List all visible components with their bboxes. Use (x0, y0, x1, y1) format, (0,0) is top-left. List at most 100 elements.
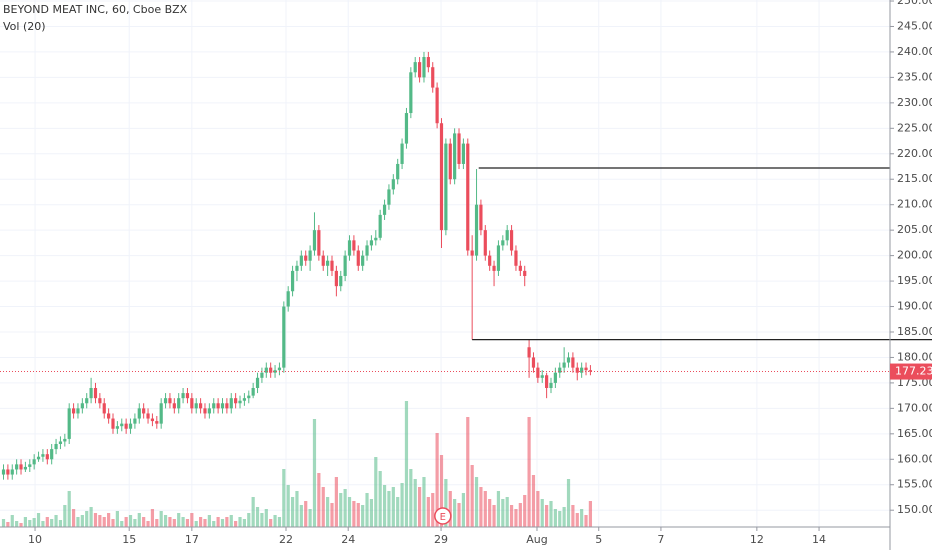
volume-bar (273, 515, 277, 527)
candle-body (216, 403, 220, 409)
volume-bar (107, 513, 111, 527)
x-tick-label: 24 (341, 533, 355, 546)
volume-bar (409, 469, 413, 527)
volume-bar (496, 491, 501, 527)
volume-bar (277, 517, 282, 527)
volume-bar (98, 515, 102, 527)
candle-body (374, 237, 378, 241)
volume-bar (422, 477, 426, 527)
volume-bar (523, 495, 527, 527)
candle-body (571, 357, 575, 368)
volume-bar (199, 517, 203, 527)
volume-bar (185, 519, 190, 527)
volume-bar (514, 509, 518, 527)
candle-body (242, 398, 246, 401)
volume-bar (23, 517, 28, 527)
candle-body (391, 179, 395, 190)
y-tick-label: 215.00 (897, 172, 932, 185)
candle-body (347, 240, 352, 256)
candle-body (229, 398, 233, 409)
y-tick-label: 250.00 (897, 0, 932, 7)
volume-bar (369, 499, 374, 527)
candle-body (220, 403, 225, 409)
candle-body (36, 456, 41, 460)
candle-body (207, 408, 211, 414)
x-tick-label: 14 (812, 533, 826, 546)
volume-bar (584, 515, 588, 527)
candle-body (536, 367, 540, 378)
volume-bar (168, 517, 172, 527)
volume-bar (396, 497, 400, 527)
y-tick-label: 155.00 (897, 478, 932, 491)
x-tick-label: 12 (750, 533, 764, 546)
candle-body (453, 133, 457, 180)
candle-body (435, 87, 439, 124)
x-tick-label: 5 (595, 533, 602, 546)
volume-bar (435, 433, 439, 527)
volume-bar (229, 515, 233, 527)
volume-bar (6, 522, 10, 527)
volume-bar (15, 521, 19, 527)
last-price-box (890, 363, 932, 380)
volume-bar (580, 509, 584, 527)
candle-body (190, 398, 194, 409)
candle-body (19, 464, 23, 470)
candle-body (247, 395, 251, 399)
y-tick-label: 160.00 (897, 452, 932, 465)
volume-bar (238, 517, 242, 527)
candle-body (470, 250, 474, 256)
y-tick-label: 165.00 (897, 427, 932, 440)
volume-bar (36, 513, 41, 527)
candle-body (461, 143, 465, 164)
volume-bar (426, 497, 430, 527)
volume-bar (365, 493, 369, 527)
volume-bar (505, 497, 509, 527)
candle-body (277, 367, 282, 371)
candle-body (45, 454, 49, 460)
volume-bar (137, 513, 141, 527)
volume-bar (163, 515, 168, 527)
candle-body (255, 377, 260, 388)
candle-body (85, 398, 89, 404)
candle-body (545, 375, 549, 388)
candle-body (6, 469, 10, 475)
candle-body (483, 230, 487, 256)
candle-body (115, 426, 119, 429)
candle-body (531, 357, 536, 368)
volume-bar (295, 491, 299, 527)
candle-body (553, 372, 557, 383)
volume-bar (352, 501, 356, 527)
volume-bar (562, 507, 566, 527)
candle-body (290, 270, 295, 292)
candle-body (413, 62, 417, 73)
volume-bar (501, 499, 505, 527)
candle-body (282, 306, 286, 368)
x-tick-label: 10 (28, 533, 42, 546)
candle-body (496, 245, 501, 271)
y-tick-label: 170.00 (897, 401, 932, 414)
candle-body (133, 418, 137, 424)
candle-body (260, 372, 264, 378)
candle-body (540, 375, 544, 378)
volume-bar (391, 487, 395, 527)
volume-bar (492, 505, 496, 527)
volume-bar (181, 517, 185, 527)
y-tick-label: 225.00 (897, 121, 932, 134)
volume-bar (32, 518, 36, 527)
candle-body (457, 133, 461, 164)
volume-bar (177, 513, 181, 527)
candle-body (203, 408, 207, 414)
volume-bar (54, 515, 58, 527)
chart-title: BEYOND MEAT INC, 60, Cboe BZX (3, 3, 188, 16)
volume-bar (518, 503, 522, 527)
volume-bar (58, 520, 63, 527)
candle-body (448, 143, 452, 180)
candle-body (317, 230, 321, 256)
y-tick-label: 180.00 (897, 350, 932, 363)
volume-bar (216, 517, 220, 527)
y-tick-label: 220.00 (897, 147, 932, 160)
volume-bar (190, 513, 194, 527)
volume-bar (251, 497, 255, 527)
candle-body (523, 270, 527, 276)
